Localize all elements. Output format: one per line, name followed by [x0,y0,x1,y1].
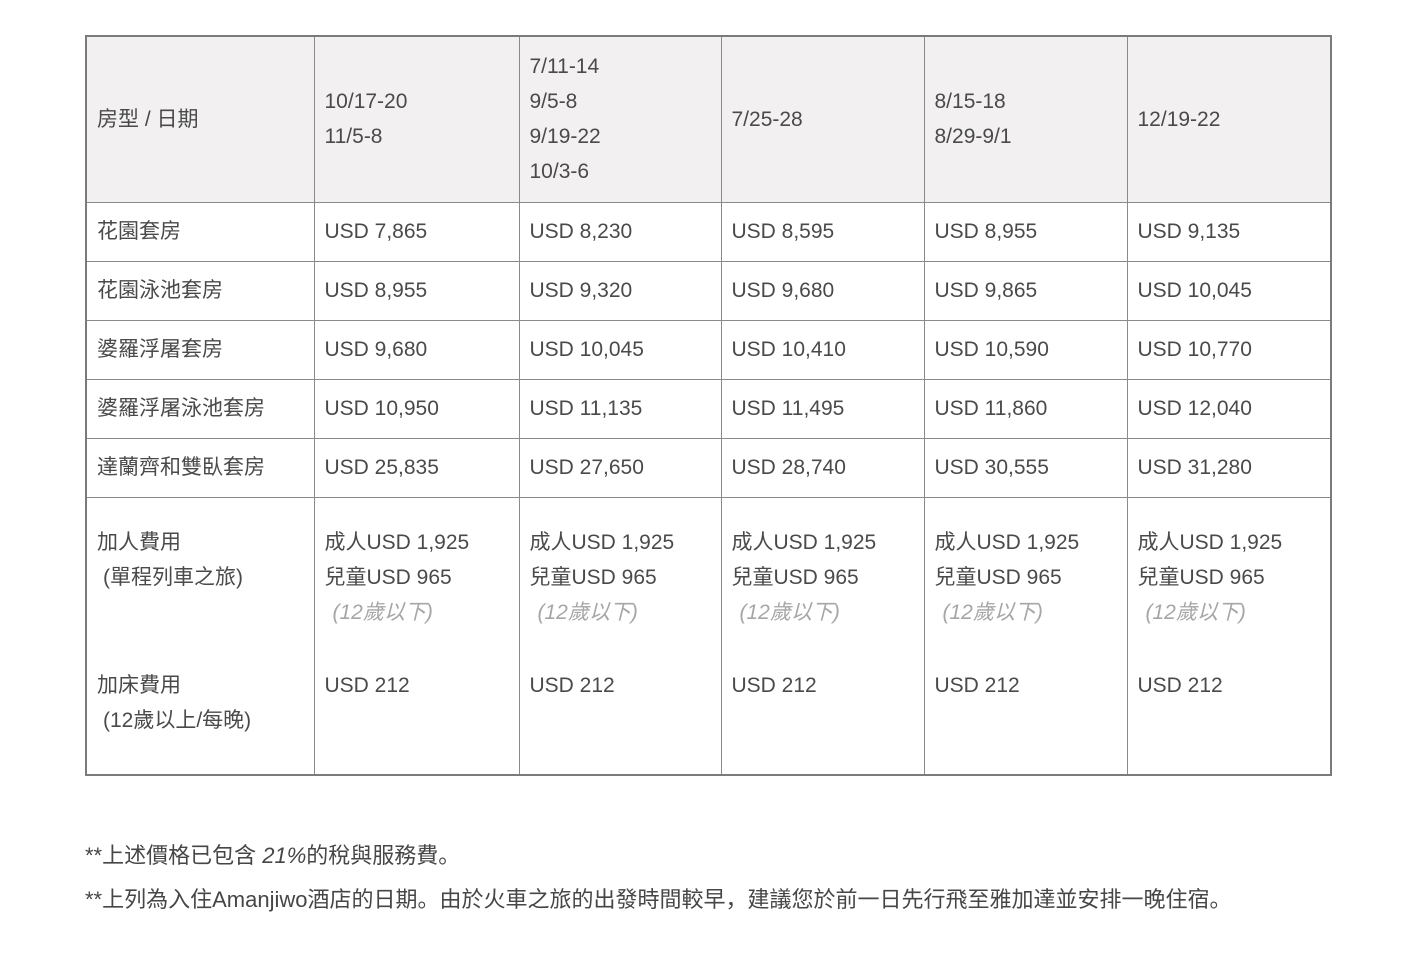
extra-person-prices: 成人USD 1,925 兒童USD 965 (12歲以下) [732,525,914,668]
header-cell-room-type: 房型 / 日期 [85,35,315,203]
price-cell: USD 7,865 [313,201,520,262]
table-row-garden-pool-suite: 花園泳池套房 USD 8,955 USD 9,320 USD 9,680 USD… [85,260,1332,321]
footnote-tax-prefix: **上述價格已包含 [85,843,263,868]
extra-bed-price: USD 212 [1137,673,1223,697]
price-cell: USD 31,280 [1126,437,1332,498]
header-cell-dates-3: 7/25-28 [720,35,925,203]
header-cell-dates-4: 8/15-18 8/29-9/1 [923,35,1128,203]
price-cell: USD 9,680 [720,260,925,321]
header-cell-dates-5: 12/19-22 [1126,35,1332,203]
price-cell: USD 10,770 [1126,319,1332,380]
price-cell: USD 8,230 [518,201,722,262]
price-cell: USD 11,135 [518,378,722,439]
price-cell: USD 9,320 [518,260,722,321]
room-rates-table: 房型 / 日期 10/17-20 11/5-8 7/11-14 9/5-8 9/… [85,35,1332,776]
price-cell: USD 10,950 [313,378,520,439]
price-cell: USD 8,595 [720,201,925,262]
child-note: (12歲以下) [1145,600,1246,624]
footnote-tax: **上述價格已包含 21%的稅與服務費。 [85,834,1333,878]
extra-bed-price: USD 212 [324,673,410,697]
price-cell: USD 30,555 [923,437,1128,498]
extra-person-prices: 成人USD 1,925 兒童USD 965 (12歲以下) [530,525,711,668]
child-note: (12歲以下) [739,600,840,624]
room-label: 花園套房 [85,201,315,262]
adult-price: 成人USD 1,925 [529,530,675,554]
room-label: 婆羅浮屠泳池套房 [85,378,315,439]
extra-bed-price: USD 212 [934,673,1020,697]
price-cell: USD 9,680 [313,319,520,380]
extra-person-label-block: 加人費用 (單程列車之旅) [97,525,304,668]
price-cell: USD 8,955 [313,260,520,321]
room-label: 達蘭齊和雙臥套房 [85,437,315,498]
footnotes: **上述價格已包含 21%的稅與服務費。 **上列為入住Amanjiwo酒店的日… [85,834,1333,922]
extras-cell: 成人USD 1,925 兒童USD 965 (12歲以下) USD 212 [923,496,1128,776]
room-label: 花園泳池套房 [85,260,315,321]
adult-price: 成人USD 1,925 [324,530,470,554]
child-price: 兒童USD 965 [934,565,1062,589]
extra-person-label: 加人費用 [97,530,181,554]
price-cell: USD 27,650 [518,437,722,498]
table-row-borobudur-pool-suite: 婆羅浮屠泳池套房 USD 10,950 USD 11,135 USD 11,49… [85,378,1332,439]
extra-person-prices: 成人USD 1,925 兒童USD 965 (12歲以下) [1138,525,1321,668]
footnote-tax-suffix: 的稅與服務費。 [306,843,461,868]
header-cell-dates-2: 7/11-14 9/5-8 9/19-22 10/3-6 [518,35,722,203]
extra-bed-price: USD 212 [731,673,817,697]
extra-bed-label: 加床費用 [97,673,181,697]
price-cell: USD 12,040 [1126,378,1332,439]
extra-person-sublabel: (單程列車之旅) [103,565,243,589]
footnote-dates: **上列為入住Amanjiwo酒店的日期。由於火車之旅的出發時間較早，建議您於前… [85,887,1232,912]
adult-price: 成人USD 1,925 [1137,530,1283,554]
price-cell: USD 11,495 [720,378,925,439]
table-row-garden-suite: 花園套房 USD 7,865 USD 8,230 USD 8,595 USD 8… [85,201,1332,262]
extras-cell: 成人USD 1,925 兒童USD 965 (12歲以下) USD 212 [1126,496,1332,776]
price-cell: USD 8,955 [923,201,1128,262]
header-cell-dates-1: 10/17-20 11/5-8 [313,35,520,203]
header-row: 房型 / 日期 10/17-20 11/5-8 7/11-14 9/5-8 9/… [85,35,1332,203]
room-label: 婆羅浮屠套房 [85,319,315,380]
child-note: (12歲以下) [942,600,1043,624]
table-row-extras: 加人費用 (單程列車之旅) 加床費用 (12歲以上/每晚) 成人USD 1,92… [85,496,1332,776]
price-cell: USD 11,860 [923,378,1128,439]
price-cell: USD 10,045 [518,319,722,380]
extras-cell: 成人USD 1,925 兒童USD 965 (12歲以下) USD 212 [720,496,925,776]
extra-bed-label-block: 加床費用 (12歲以上/每晚) [97,668,304,738]
table-row-borobudur-suite: 婆羅浮屠套房 USD 9,680 USD 10,045 USD 10,410 U… [85,319,1332,380]
extras-cell: 成人USD 1,925 兒童USD 965 (12歲以下) USD 212 [313,496,520,776]
price-cell: USD 10,590 [923,319,1128,380]
child-note: (12歲以下) [332,600,433,624]
child-price: 兒童USD 965 [324,565,452,589]
child-note: (12歲以下) [537,600,638,624]
price-cell: USD 28,740 [720,437,925,498]
price-cell: USD 10,410 [720,319,925,380]
footnote-tax-percent: 21% [262,843,307,868]
table-row-dalem-jiwo-suite: 達蘭齊和雙臥套房 USD 25,835 USD 27,650 USD 28,74… [85,437,1332,498]
extras-cell: 成人USD 1,925 兒童USD 965 (12歲以下) USD 212 [518,496,722,776]
extra-bed-price: USD 212 [529,673,615,697]
extras-label-cell: 加人費用 (單程列車之旅) 加床費用 (12歲以上/每晚) [85,496,315,776]
price-cell: USD 9,865 [923,260,1128,321]
adult-price: 成人USD 1,925 [934,530,1080,554]
price-cell: USD 9,135 [1126,201,1332,262]
child-price: 兒童USD 965 [1137,565,1265,589]
extra-person-prices: 成人USD 1,925 兒童USD 965 (12歲以下) [935,525,1117,668]
extra-person-prices: 成人USD 1,925 兒童USD 965 (12歲以下) [325,525,509,668]
price-cell: USD 25,835 [313,437,520,498]
child-price: 兒童USD 965 [731,565,859,589]
child-price: 兒童USD 965 [529,565,657,589]
extra-bed-sublabel: (12歲以上/每晚) [103,708,252,732]
adult-price: 成人USD 1,925 [731,530,877,554]
price-cell: USD 10,045 [1126,260,1332,321]
